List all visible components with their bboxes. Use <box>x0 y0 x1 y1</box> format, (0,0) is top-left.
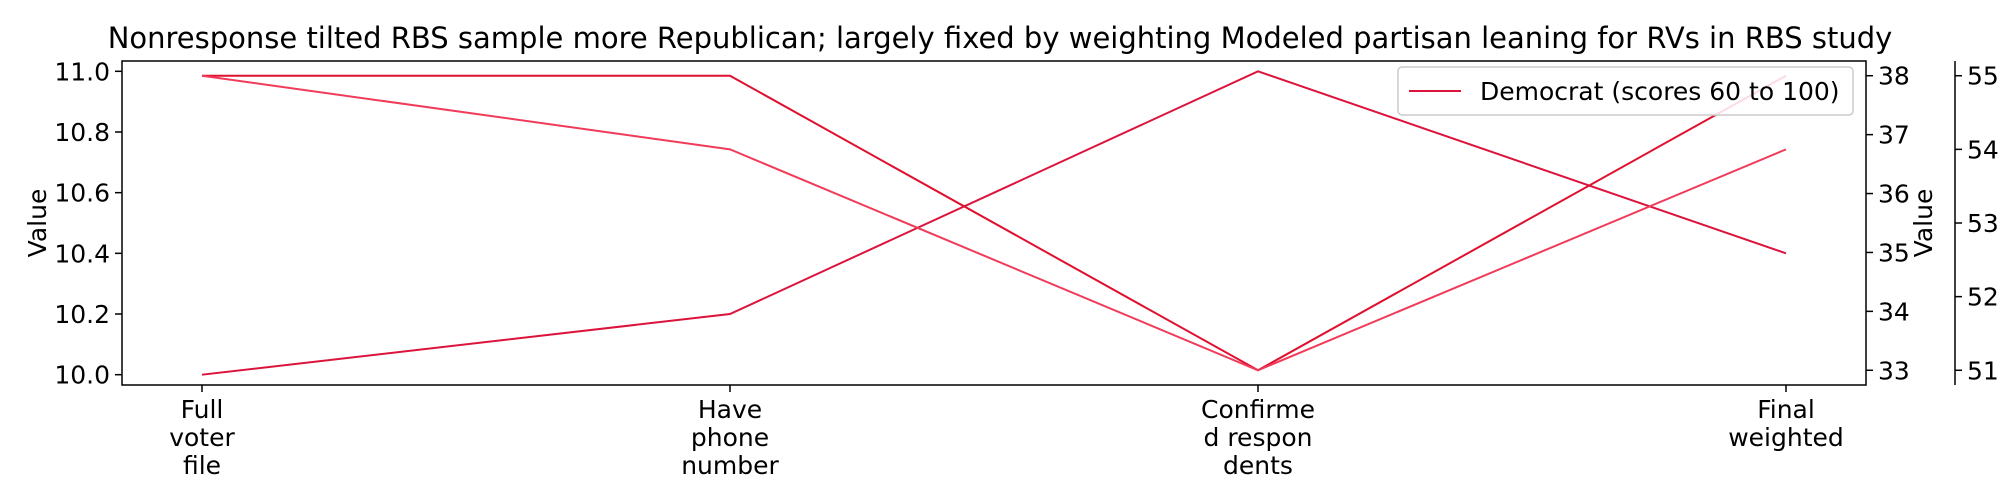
secondary-y-tick-label: 54 <box>1967 135 1999 164</box>
secondary-y-tick-label: 55 <box>1967 62 1999 91</box>
x-tick-label: Have phone number <box>681 395 779 480</box>
x-tick-label-line: number <box>681 451 779 480</box>
x-tick-label-line: phone <box>691 423 769 452</box>
right-y-tick-label: 35 <box>1878 238 1910 267</box>
left-y-tick-label: 10.2 <box>54 300 110 329</box>
series-line-3 <box>201 74 1787 372</box>
legend-box <box>1397 66 1854 116</box>
x-tick-label-line: Confirme <box>1201 395 1315 424</box>
left-y-tick-label: 10.8 <box>54 118 110 147</box>
right-y-axis-primary: 33 34 35 36 37 38 <box>1866 62 1910 385</box>
right-y-tick-label: 36 <box>1878 180 1910 209</box>
right-y-axis-secondary: 51 52 53 54 55 <box>1954 61 1999 385</box>
series-group <box>201 70 1787 376</box>
x-axis: Full voter file Have phone number Confirme d re… <box>169 385 1844 480</box>
plot-frame <box>121 60 1867 386</box>
left-y-tick-label: 10.0 <box>54 361 110 390</box>
left-y-tick-label: 10.4 <box>54 239 110 268</box>
left-y-axis-label: Value <box>23 189 52 258</box>
x-tick-label-line: Have <box>698 395 762 424</box>
series-line-1 <box>201 70 1787 376</box>
x-tick-label-line: file <box>183 451 221 480</box>
left-y-tick-label: 11.0 <box>54 57 110 86</box>
series-line-2 <box>202 74 1787 372</box>
legend: Democrat (scores 60 to 100) <box>1397 66 1854 116</box>
left-y-axis: 10.0 10.2 10.4 10.6 10.8 11.0 <box>54 57 122 390</box>
secondary-y-tick-label: 52 <box>1967 283 1999 312</box>
left-y-tick-label: 10.6 <box>54 179 110 208</box>
right-y-axis-label: Value <box>1909 189 1938 258</box>
right-y-tick-label: 37 <box>1878 121 1910 150</box>
x-tick-label-line: Full <box>181 395 224 424</box>
right-y-tick-label: 34 <box>1878 297 1910 326</box>
right-y-tick-label: 33 <box>1878 356 1910 385</box>
x-tick-label-line: Final <box>1757 395 1815 424</box>
x-tick-label-line: weighted <box>1728 423 1844 452</box>
plot-border <box>121 60 1867 386</box>
legend-entry-label: Democrat (scores 60 to 100) <box>1480 77 1840 106</box>
x-tick-label: Confirme d respon dents <box>1201 395 1315 480</box>
right-y-tick-label: 38 <box>1878 62 1910 91</box>
x-tick-label-line: dents <box>1223 451 1293 480</box>
secondary-y-tick-label: 53 <box>1967 209 1999 238</box>
secondary-y-tick-label: 51 <box>1967 356 1999 385</box>
x-tick-label-line: d respon <box>1204 423 1313 452</box>
x-tick-label: Final weighted <box>1728 395 1844 452</box>
x-tick-label: Full voter file <box>169 395 235 480</box>
chart-title: Nonresponse tilted RBS sample more Repub… <box>108 21 1893 55</box>
x-tick-label-line: voter <box>169 423 235 452</box>
